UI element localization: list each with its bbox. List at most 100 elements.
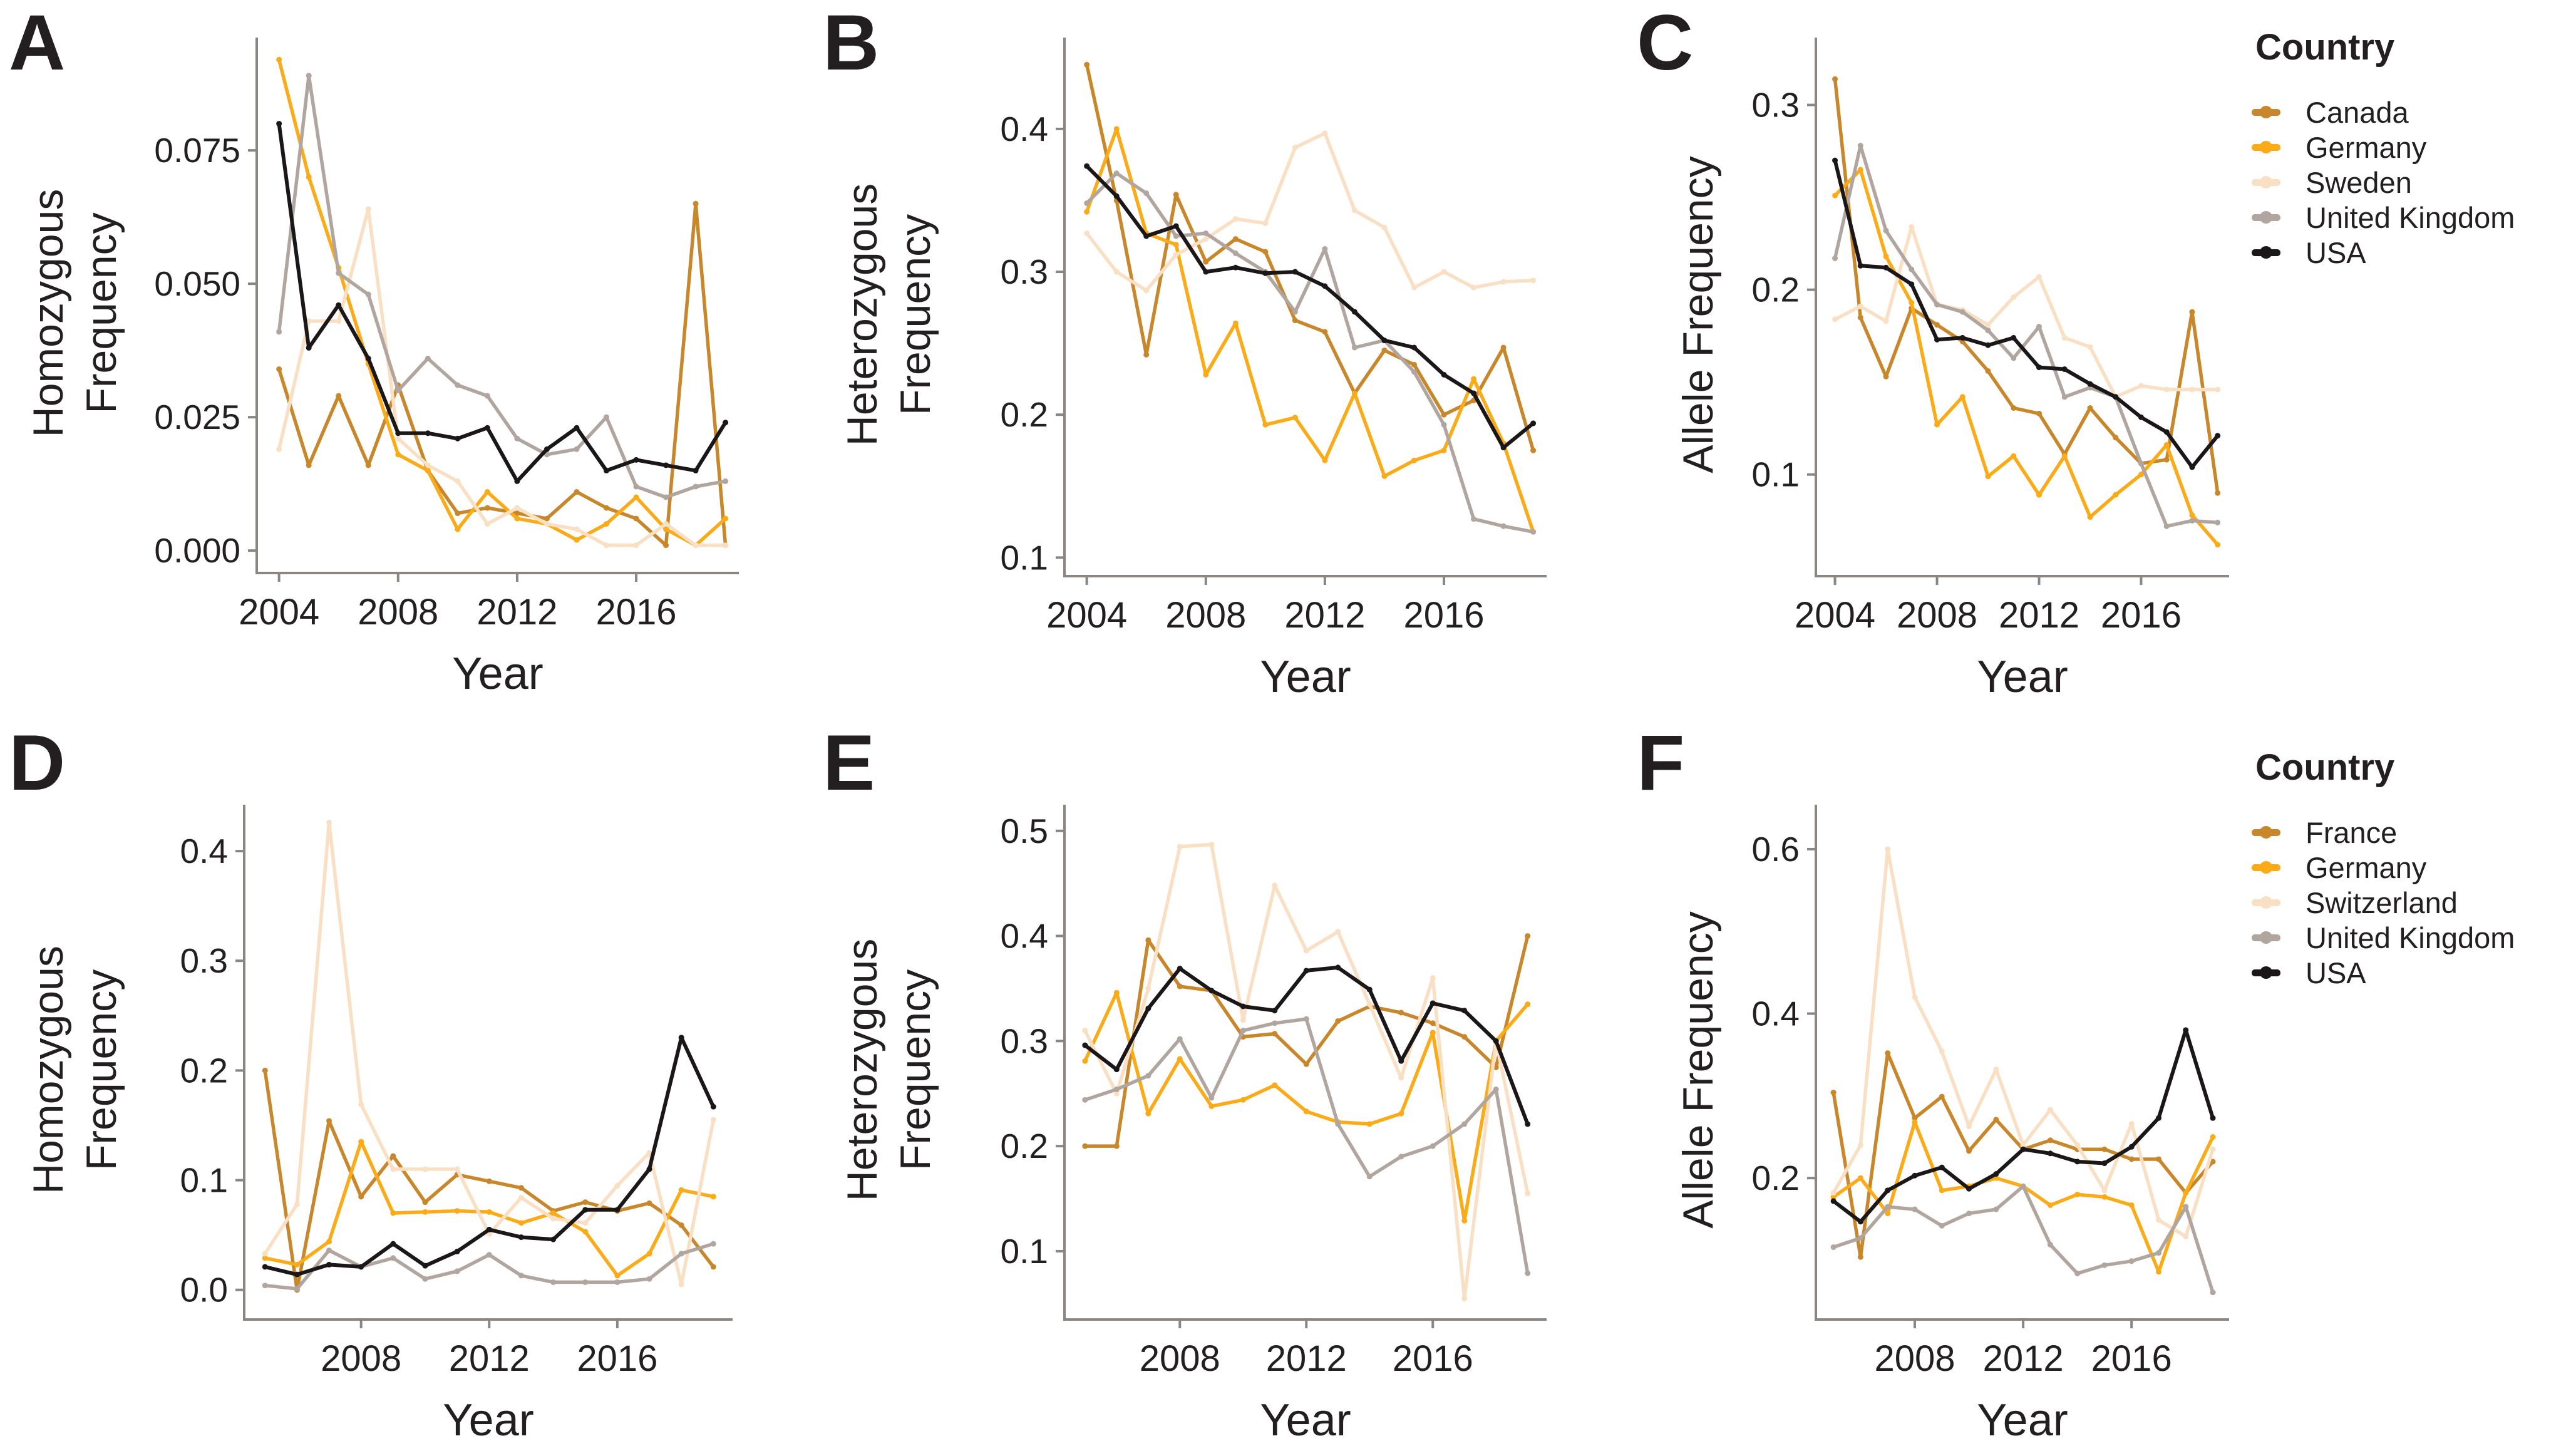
svg-text:2012: 2012 xyxy=(449,1338,530,1379)
legend-label-germany-bottom: Germany xyxy=(2306,850,2427,884)
france-line-key-icon xyxy=(2252,826,2280,839)
legend-bottom: Country France Germany Switzerland Unite… xyxy=(2252,746,2576,990)
panel-letter-c: C xyxy=(1637,0,1694,86)
legend-label-france: France xyxy=(2306,815,2398,849)
svg-text:Year: Year xyxy=(1260,652,1351,702)
svg-text:0.3: 0.3 xyxy=(180,941,228,980)
svg-text:Heterozygous: Heterozygous xyxy=(838,183,886,447)
svg-text:2012: 2012 xyxy=(1284,595,1365,636)
svg-text:0.2: 0.2 xyxy=(1001,1127,1048,1165)
legend-item-usa-top: USA xyxy=(2252,235,2576,270)
legend-top-title: Country xyxy=(2255,27,2395,68)
svg-text:0.1: 0.1 xyxy=(1752,455,1800,494)
canada-line-key-icon xyxy=(2252,106,2280,118)
germany-line-key-icon xyxy=(2252,141,2280,153)
svg-text:Year: Year xyxy=(1977,1395,2068,1445)
svg-text:2016: 2016 xyxy=(2091,1338,2172,1379)
svg-text:2012: 2012 xyxy=(1983,1338,2064,1379)
svg-text:0.2: 0.2 xyxy=(1752,1159,1800,1197)
svg-text:0.4: 0.4 xyxy=(180,832,228,870)
panel-letter-d: D xyxy=(9,720,66,807)
svg-text:0.075: 0.075 xyxy=(154,131,240,170)
svg-text:Year: Year xyxy=(1977,652,2068,702)
legend-top: Country Canada Germany Sweden United Kin… xyxy=(2252,26,2576,270)
legend-item-canada: Canada xyxy=(2252,95,2576,130)
svg-text:Frequency: Frequency xyxy=(78,212,125,413)
usa-line-key-icon xyxy=(2252,246,2280,259)
svg-text:0.5: 0.5 xyxy=(1001,812,1048,850)
legend-label-sweden: Sweden xyxy=(2306,165,2412,199)
svg-text:2004: 2004 xyxy=(1795,595,1875,636)
svg-text:Allele Frequency: Allele Frequency xyxy=(1674,911,1722,1228)
legend-item-germany-top: Germany xyxy=(2252,130,2576,165)
chart-allele-frequency-bottom: 0.2 0.4 0.6 2008 2012 2016 Year Allele Frequenc… xyxy=(1674,805,2229,1445)
svg-text:Allele Frequency: Allele Frequency xyxy=(1674,156,1722,473)
svg-text:0.1: 0.1 xyxy=(1001,1232,1048,1271)
legend-label-uk-top: United Kingdom xyxy=(2306,200,2515,234)
svg-text:Homozygous: Homozygous xyxy=(24,189,72,438)
chart-homozygous-frequency-top: 0.000 0.025 0.050 0.075 2004 2008 2012 2016 Year… xyxy=(24,38,739,699)
svg-text:0.2: 0.2 xyxy=(1001,395,1048,434)
svg-text:2016: 2016 xyxy=(2101,595,2182,636)
svg-text:2008: 2008 xyxy=(358,592,438,633)
united-kingdom-line-key-icon xyxy=(2252,931,2280,944)
svg-text:0.1: 0.1 xyxy=(1001,538,1048,577)
usa-line-key-icon xyxy=(2252,966,2280,979)
svg-text:2004: 2004 xyxy=(239,592,319,633)
svg-text:2016: 2016 xyxy=(596,592,677,633)
svg-text:2016: 2016 xyxy=(1393,1338,1473,1379)
svg-text:2008: 2008 xyxy=(1897,595,1977,636)
svg-text:2008: 2008 xyxy=(1165,595,1246,636)
svg-text:Frequency: Frequency xyxy=(892,214,939,415)
legend-item-france: France xyxy=(2252,815,2576,850)
svg-text:Frequency: Frequency xyxy=(78,969,125,1170)
legend-label-germany-top: Germany xyxy=(2306,130,2427,164)
sweden-line-key-icon xyxy=(2252,176,2280,188)
svg-text:2008: 2008 xyxy=(1140,1338,1220,1379)
legend-label-usa-bottom: USA xyxy=(2306,956,2366,989)
germany-line-key-icon xyxy=(2252,861,2280,874)
svg-text:2008: 2008 xyxy=(1874,1338,1955,1379)
panel-c: C 0.1 0.2 0.3 2004 2008 2012 2016 Year Allele Fr… xyxy=(1628,0,2254,720)
legend-item-uk-bottom: United Kingdom xyxy=(2252,920,2576,955)
panel-d: D 0.0 0.1 0.2 0.3 0.4 2008 2012 2016 Year Homozyg… xyxy=(0,720,814,1446)
svg-text:0.6: 0.6 xyxy=(1752,830,1800,869)
panel-e: E 0.1 0.2 0.3 0.4 0.5 2008 2012 2016 Year Heteroz… xyxy=(814,720,1628,1446)
panel-f: F 0.2 0.4 0.6 2008 2012 2016 Year Allele Freque… xyxy=(1628,720,2254,1446)
svg-text:2016: 2016 xyxy=(577,1338,657,1379)
chart-heterozygous-frequency-top: 0.1 0.2 0.3 0.4 2004 2008 2012 2016 Year Heterozy… xyxy=(838,38,1547,702)
svg-text:Year: Year xyxy=(452,649,543,699)
legend-item-usa-bottom: USA xyxy=(2252,955,2576,990)
svg-text:0.2: 0.2 xyxy=(180,1051,228,1090)
svg-text:2008: 2008 xyxy=(321,1338,401,1379)
svg-text:0.050: 0.050 xyxy=(154,264,240,303)
panel-letter-a: A xyxy=(9,0,66,86)
svg-text:0.4: 0.4 xyxy=(1752,994,1800,1033)
svg-text:0.2: 0.2 xyxy=(1752,271,1800,309)
svg-text:2016: 2016 xyxy=(1404,595,1485,636)
svg-text:0.3: 0.3 xyxy=(1001,1021,1048,1060)
svg-text:0.4: 0.4 xyxy=(1001,917,1048,956)
chart-heterozygous-frequency-bottom: 0.1 0.2 0.3 0.4 0.5 2008 2012 2016 Year Heterozyg… xyxy=(838,805,1547,1445)
svg-text:0.025: 0.025 xyxy=(154,398,240,436)
panel-a: A 0.000 0.025 0.050 0.075 2004 2008 2012 2016 Ye… xyxy=(0,0,814,720)
svg-text:Homozygous: Homozygous xyxy=(24,946,72,1194)
svg-text:Year: Year xyxy=(1260,1395,1351,1445)
svg-text:Year: Year xyxy=(443,1395,533,1445)
panel-b: B 0.1 0.2 0.3 0.4 2004 2008 2012 2016 Year Hetero… xyxy=(814,0,1628,720)
svg-text:0.3: 0.3 xyxy=(1001,252,1048,291)
svg-text:0.3: 0.3 xyxy=(1752,86,1800,125)
svg-text:Frequency: Frequency xyxy=(892,969,939,1170)
legend-item-switzerland: Switzerland xyxy=(2252,885,2576,920)
panel-letter-e: E xyxy=(823,720,875,807)
panel-letter-b: B xyxy=(823,0,880,86)
legend-item-sweden: Sweden xyxy=(2252,165,2576,200)
svg-text:0.4: 0.4 xyxy=(1001,110,1048,148)
svg-text:2012: 2012 xyxy=(477,592,557,633)
legend-label-usa-top: USA xyxy=(2306,235,2366,269)
svg-text:2012: 2012 xyxy=(1999,595,2079,636)
svg-text:0.0: 0.0 xyxy=(180,1271,228,1309)
svg-text:0.000: 0.000 xyxy=(154,531,240,570)
chart-allele-frequency-top: 0.1 0.2 0.3 2004 2008 2012 2016 Year Allele Freq… xyxy=(1674,38,2229,702)
